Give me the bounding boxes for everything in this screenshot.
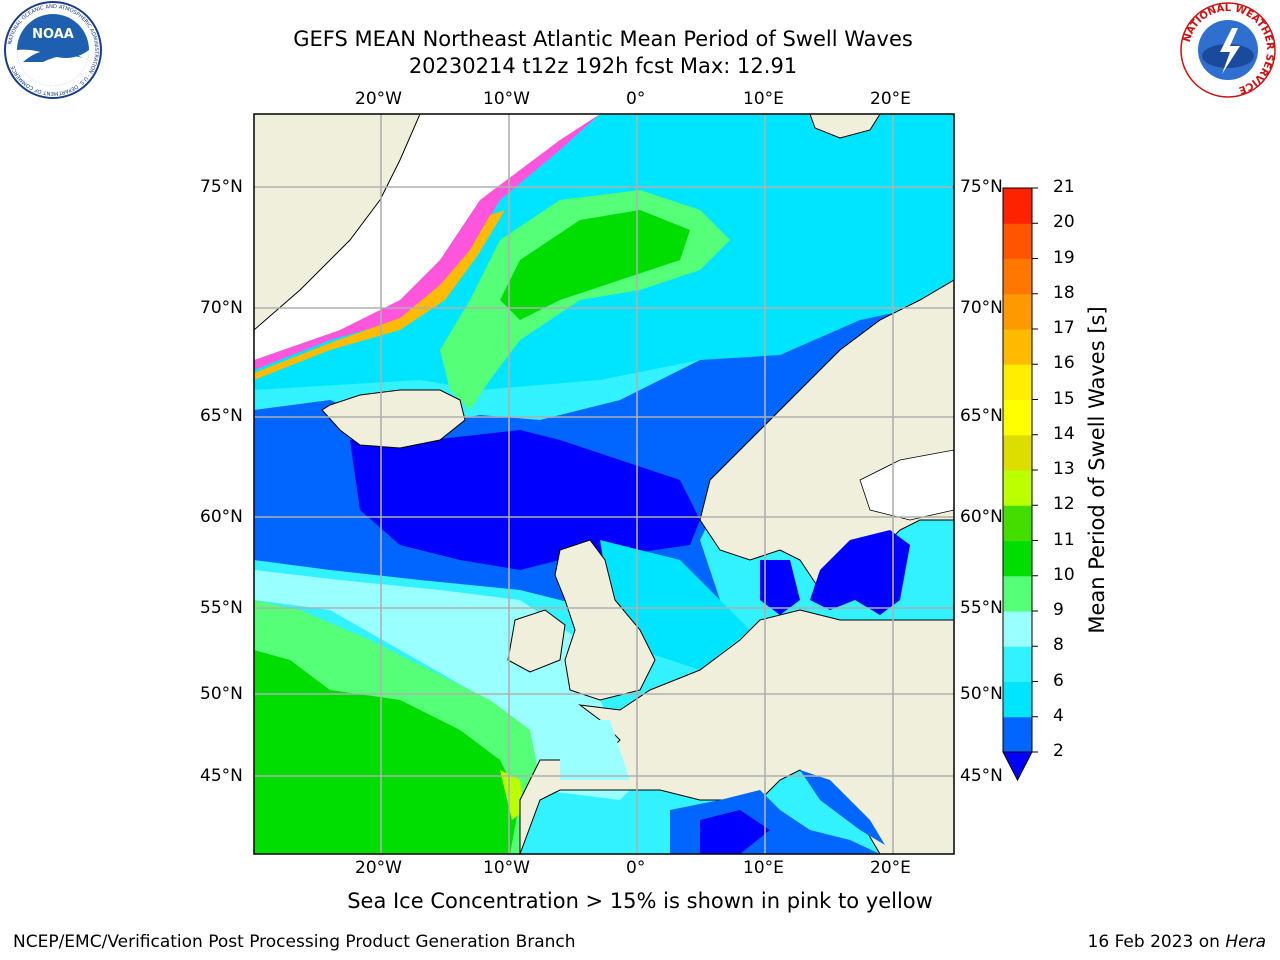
colorbar-tick-label: 2 [1053,741,1064,761]
colorbar-tick-label: 8 [1053,635,1064,656]
colorbar-segment [1003,223,1032,259]
lat-tick-left-60n: 60°N [200,507,243,527]
lon-tick-top-0: 0° [626,89,646,109]
lat-tick-left-55n: 55°N [200,598,243,618]
lat-tick-right-55n: 55°N [960,598,1003,618]
lat-tick-left-50n: 50°N [200,684,243,704]
lat-tick-left-45n: 45°N [200,766,243,786]
colorbar-segment [1003,470,1032,506]
colorbar-title: Mean Period of Swell Waves [s] [1085,306,1109,634]
lon-tick-bottom-0: 0° [626,858,646,878]
colorbar-segment [1003,399,1032,436]
noaa-logo-text: NOAA [32,27,74,42]
colorbar-tick-label: 19 [1053,247,1075,268]
colorbar-tick-label: 15 [1053,388,1075,409]
producer-credit: NCEP/EMC/Verification Post Processing Pr… [13,932,576,952]
lat-tick-left-70n: 70°N [200,298,243,318]
lon-tick-bottom-10e: 10°E [743,858,784,878]
colorbar-segment [1003,364,1032,400]
map-frame [253,113,955,855]
colorbar-tick-label: 18 [1053,282,1075,303]
colorbar-segment [1003,540,1032,577]
colorbar-tick-label: 14 [1053,423,1075,444]
lat-tick-right-75n: 75°N [960,177,1003,197]
colorbar-under-arrow [1002,751,1033,782]
lat-tick-right-65n: 65°N [960,406,1003,426]
lat-tick-left-65n: 65°N [200,406,243,426]
lon-tick-top-10w: 10°W [483,89,530,109]
colorbar-tick-label: 13 [1053,459,1075,479]
colorbar-segment [1003,646,1032,682]
colorbar-tick-label: 12 [1053,494,1075,515]
colorbar-segment [1003,716,1032,753]
colorbar-segment [1003,293,1032,330]
colorbar-tick-label: 4 [1053,705,1064,726]
colorbar-segment [1003,188,1032,224]
colorbar-tick-label: 21 [1053,177,1075,197]
colorbar-tick-label: 20 [1053,212,1075,233]
generation-date-text: 16 Feb 2023 on [1087,932,1226,952]
lon-tick-top-20e: 20°E [870,89,911,109]
swell-period-field [254,114,954,854]
colorbar-segment [1003,681,1032,718]
lon-tick-bottom-20w: 20°W [355,858,402,878]
lat-tick-right-60n: 60°N [960,507,1003,527]
colorbar [1002,187,1038,782]
lat-tick-left-75n: 75°N [200,177,243,197]
noaa-logo: NOAA NATIONAL OCEANIC AND ATMOSPHERIC AD… [4,1,102,99]
colorbar-tick-label: 9 [1053,600,1064,620]
colorbar-segment [1003,329,1032,365]
colorbar-segment [1003,611,1032,647]
lon-tick-top-10e: 10°E [743,89,784,109]
colorbar-tick-label: 10 [1053,564,1075,585]
generation-date: 16 Feb 2023 on Hera [1088,932,1266,952]
colorbar-tick-label: 6 [1053,670,1064,691]
colorbar-segment [1003,434,1032,471]
lat-tick-right-45n: 45°N [960,766,1003,786]
lat-tick-right-70n: 70°N [960,298,1003,318]
graticule [254,114,954,854]
colorbar-segment [1003,258,1032,295]
colorbar-tick-label: 17 [1053,318,1075,338]
lon-tick-bottom-10w: 10°W [483,858,530,878]
lat-tick-right-50n: 50°N [960,684,1003,704]
host-name: Hera [1225,932,1266,952]
sea-ice-caption: Sea Ice Concentration > 15% is shown in … [347,889,933,913]
colorbar-tick-label: 11 [1053,529,1075,550]
colorbar-segment [1003,505,1032,541]
lon-tick-bottom-20e: 20°E [870,858,911,878]
map-title: GEFS MEAN Northeast Atlantic Mean Period… [293,27,913,51]
colorbar-tick-label: 16 [1053,353,1075,374]
nws-logo: NATIONAL WEATHER SERVICE [1180,2,1276,98]
colorbar-segment [1003,575,1032,612]
lon-tick-top-20w: 20°W [355,89,402,109]
map-subtitle: 20230214 t12z 192h fcst Max: 12.91 [408,54,798,78]
